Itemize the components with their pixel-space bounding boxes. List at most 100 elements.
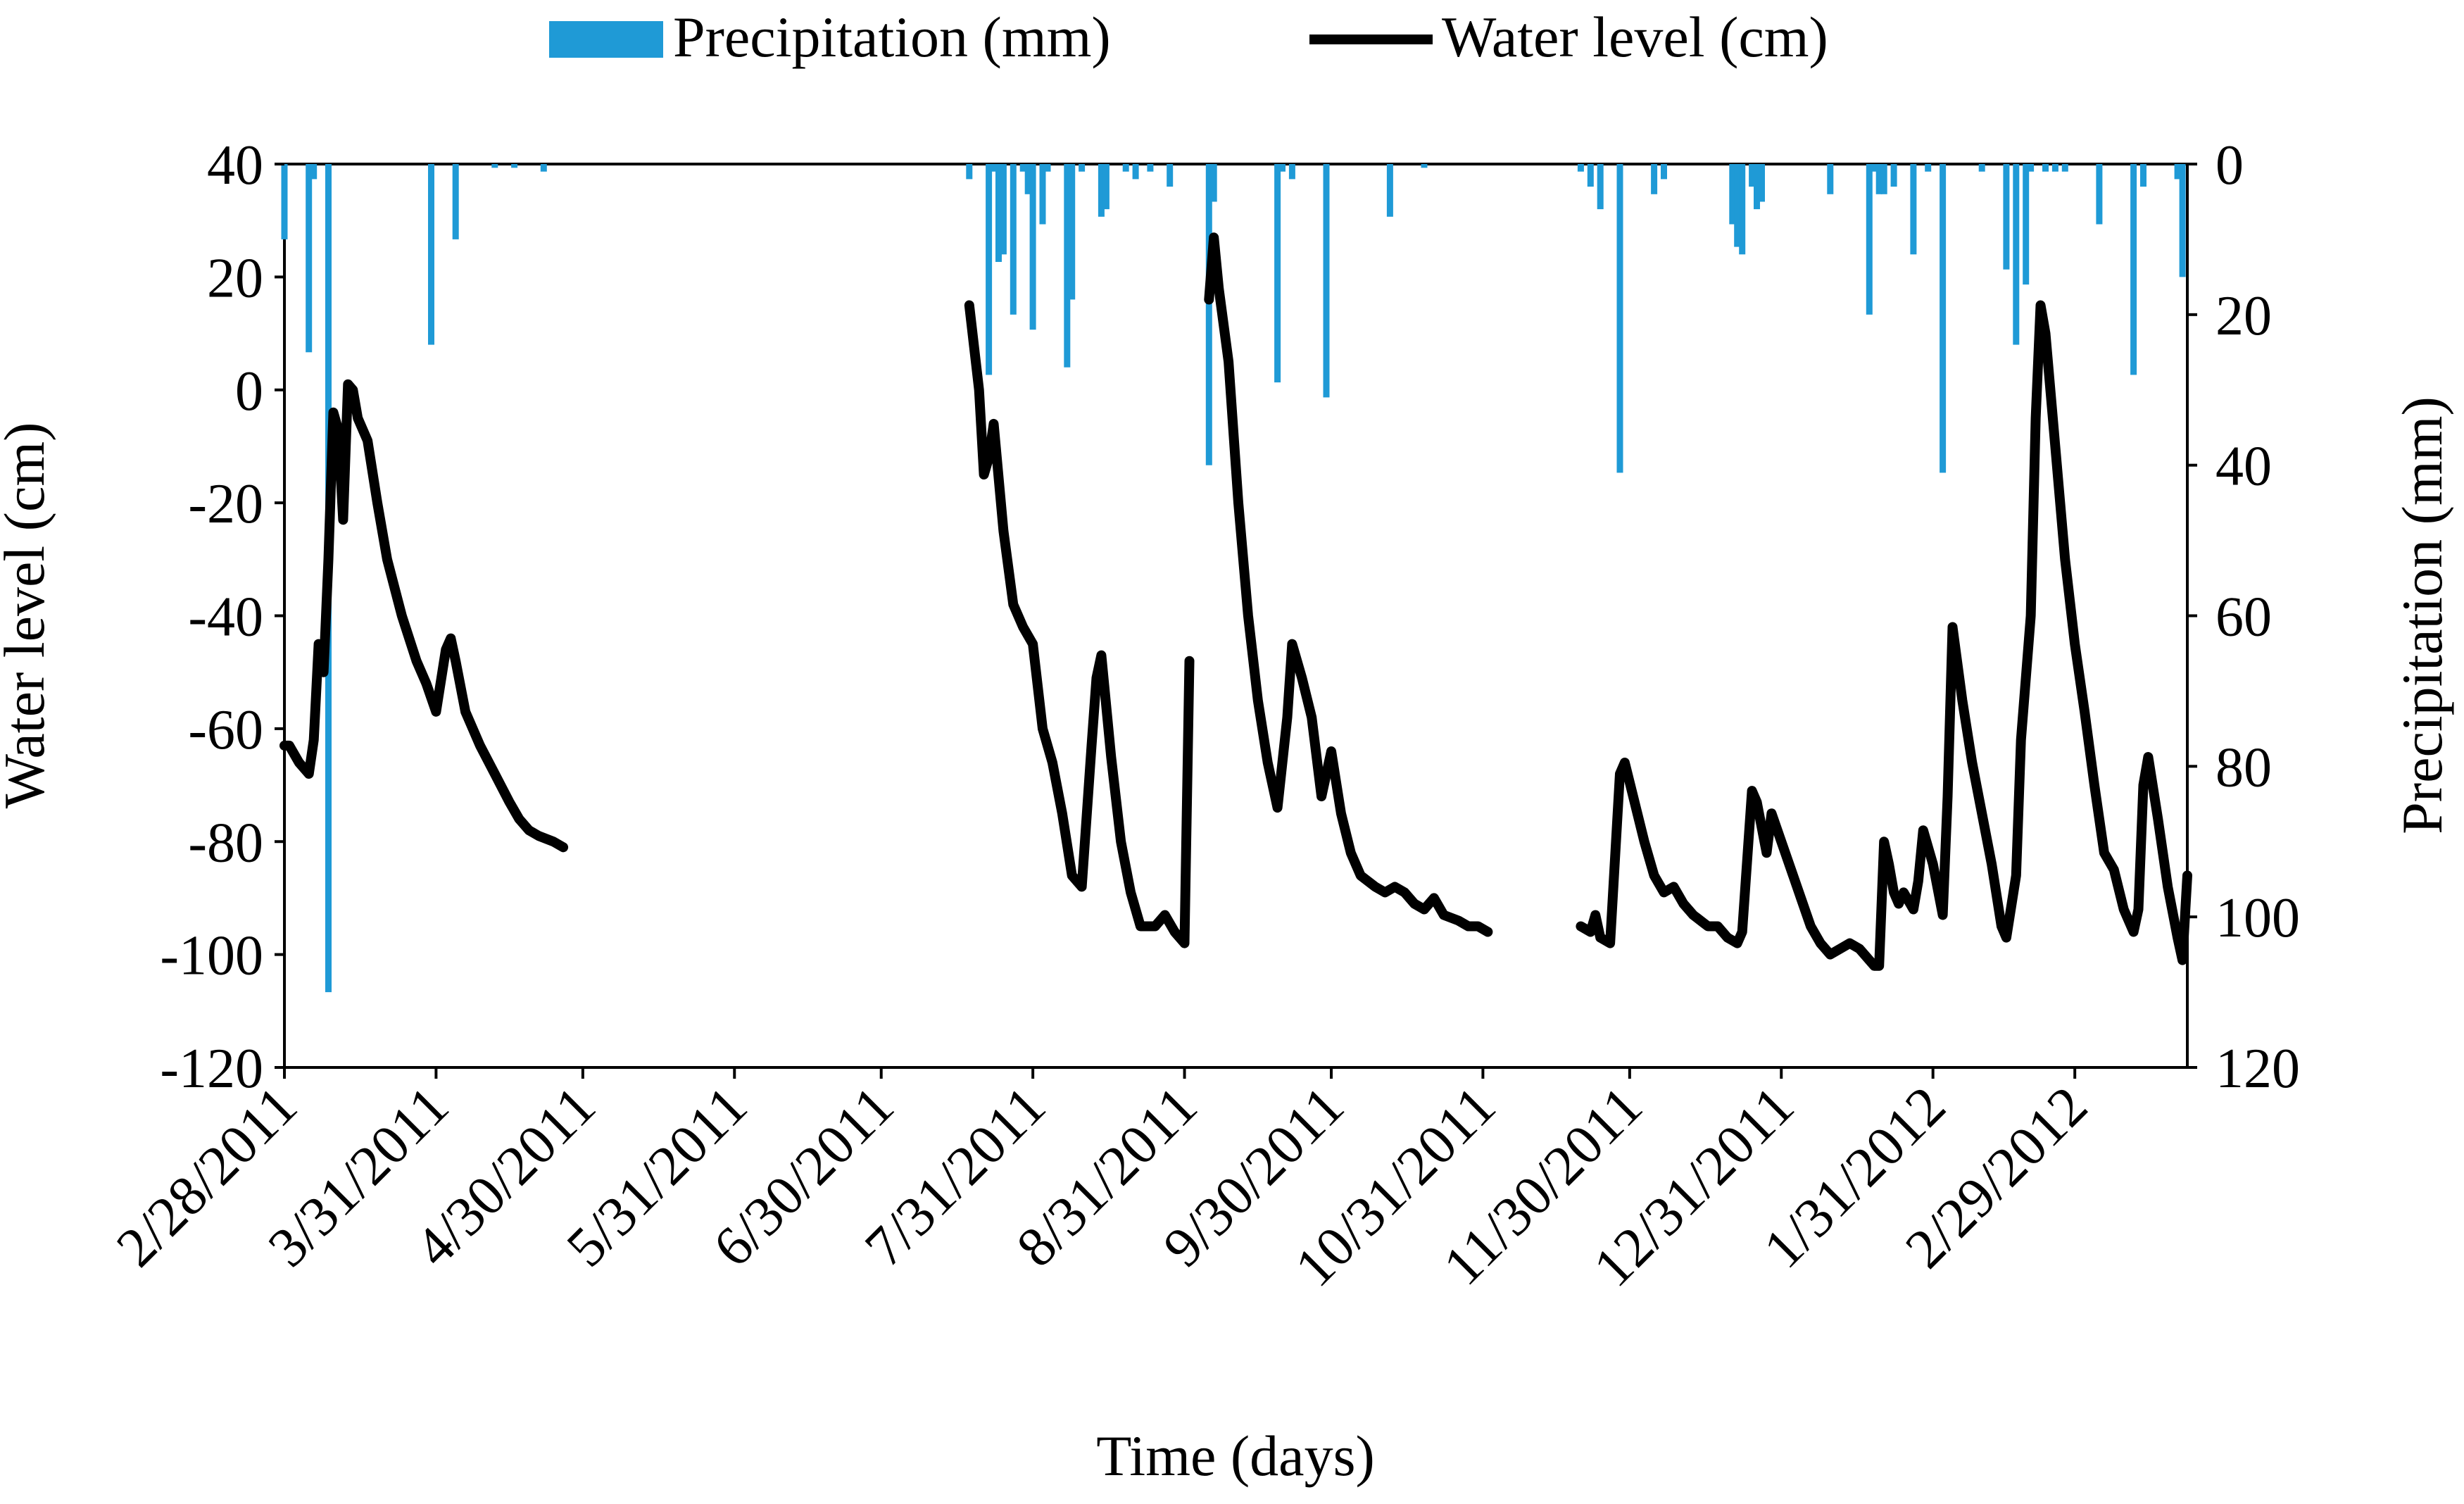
precip-bar-28 <box>1167 164 1174 187</box>
precip-bar-61 <box>2023 164 2030 285</box>
left-tick-label-4: -40 <box>188 587 263 648</box>
left-tick-label-2: 0 <box>235 361 263 422</box>
precip-bar-69 <box>2174 164 2181 180</box>
precip-bar-38 <box>1587 164 1594 187</box>
precip-bar-46 <box>1749 164 1756 187</box>
precip-bar-44 <box>1734 164 1741 247</box>
precip-bar-51 <box>1871 164 1878 172</box>
left-tick-label-1: 20 <box>207 247 263 309</box>
precip-bar-64 <box>2051 164 2058 172</box>
precip-bar-48 <box>1759 164 1765 202</box>
precip-bar-37 <box>1577 164 1584 172</box>
left-tick-label-7: -100 <box>160 925 263 987</box>
precip-bar-10 <box>986 164 993 375</box>
precip-bar-55 <box>1910 164 1917 255</box>
precip-bar-16 <box>1024 164 1031 194</box>
left-tick-label-6: -80 <box>188 812 263 874</box>
precip-bar-42 <box>1661 164 1667 180</box>
precip-bar-22 <box>1079 164 1086 172</box>
right-tick-label-6: 120 <box>2215 1038 2300 1100</box>
precip-bar-40 <box>1616 164 1623 473</box>
right-tick-label-3: 60 <box>2215 587 2272 648</box>
legend: Precipitation (mm) Water level (cm) <box>549 5 1828 69</box>
precip-bar-13 <box>1000 164 1007 255</box>
precip-bar-49 <box>1827 164 1834 194</box>
precip-bar-23 <box>1098 164 1105 217</box>
precip-bar-17 <box>1029 164 1036 330</box>
precip-bar-70 <box>2179 164 2186 277</box>
precip-bar-68 <box>2140 164 2146 187</box>
precip-bar-59 <box>2003 164 2010 270</box>
precip-bar-66 <box>2096 164 2103 225</box>
precip-bar-14 <box>1010 164 1017 315</box>
right-tick-label-1: 20 <box>2215 285 2272 347</box>
precip-bar-15 <box>1019 164 1026 172</box>
left-tick-label-5: -60 <box>188 699 263 761</box>
precip-bar-67 <box>2130 164 2137 375</box>
precip-bar-43 <box>1729 164 1736 225</box>
precip-bar-45 <box>1739 164 1746 255</box>
precip-bar-54 <box>1890 164 1897 187</box>
legend-precipitation-swatch <box>549 21 663 58</box>
precip-bar-39 <box>1597 164 1604 210</box>
precip-bar-24 <box>1102 164 1110 210</box>
precip-bar-26 <box>1132 164 1139 180</box>
right-tick-label-0: 0 <box>2215 134 2244 196</box>
precip-bar-19 <box>1044 164 1051 172</box>
left-tick-label-0: 40 <box>207 134 263 196</box>
right-tick-label-5: 100 <box>2215 887 2300 949</box>
precip-bar-35 <box>1386 164 1393 217</box>
precip-bar-34 <box>1323 164 1330 398</box>
x-axis-title: Time (days) <box>1096 1424 1375 1488</box>
right-tick-label-2: 40 <box>2215 436 2272 498</box>
left-tick-label-3: -20 <box>188 473 263 535</box>
precip-bar-7 <box>511 164 518 168</box>
precip-bar-31 <box>1274 164 1281 383</box>
precip-bar-1 <box>306 164 313 353</box>
water-level-segment-2 <box>1204 232 1493 937</box>
right-tick-label-4: 80 <box>2215 737 2272 798</box>
precip-bar-5 <box>452 164 459 239</box>
precip-bar-56 <box>1925 164 1932 172</box>
water-level-lines <box>279 232 2192 971</box>
left-tick-label-8: -120 <box>160 1038 263 1100</box>
legend-water-level-label: Water level (cm) <box>1442 5 1828 69</box>
precip-bar-21 <box>1069 164 1076 300</box>
precip-bar-11 <box>991 164 997 172</box>
precip-bar-27 <box>1147 164 1154 172</box>
precip-bar-20 <box>1064 164 1071 368</box>
right-y-axis: 0 20 40 60 80 100 120 <box>2187 134 2300 1100</box>
precip-bar-62 <box>2028 164 2035 172</box>
precip-bar-6 <box>491 164 498 168</box>
precip-bar-58 <box>1978 164 1985 172</box>
precip-bar-53 <box>1880 164 1887 194</box>
precip-bar-33 <box>1288 164 1295 180</box>
right-axis-title: Precipitation (mm) <box>2390 396 2454 834</box>
precip-bar-60 <box>2013 164 2020 345</box>
precip-bar-18 <box>1039 164 1046 225</box>
precip-bar-57 <box>1940 164 1947 473</box>
precip-bar-36 <box>1421 164 1428 168</box>
precip-bar-41 <box>1651 164 1658 194</box>
water-level-segment-1 <box>964 300 1195 948</box>
left-axis-title: Water level (cm) <box>0 422 56 809</box>
precip-bar-29 <box>1205 164 1212 465</box>
precip-bar-25 <box>1122 164 1129 172</box>
precip-bar-47 <box>1754 164 1760 210</box>
precip-bar-0 <box>281 164 288 239</box>
precip-bar-32 <box>1279 164 1286 172</box>
legend-precipitation-label: Precipitation (mm) <box>673 5 1111 69</box>
precip-bar-63 <box>2042 164 2049 172</box>
precip-bar-52 <box>1875 164 1882 194</box>
precip-bar-8 <box>540 164 547 172</box>
precip-bar-30 <box>1210 164 1217 202</box>
precip-bar-12 <box>995 164 1002 262</box>
precip-bar-9 <box>966 164 973 180</box>
precip-bar-4 <box>428 164 434 345</box>
water-level-segment-3 <box>1576 300 2192 971</box>
left-y-axis: 40 20 0 -20 -40 -60 -80 -100 -120 <box>160 134 284 1100</box>
water-level-segment-0 <box>279 379 569 853</box>
precip-bar-2 <box>310 164 318 180</box>
